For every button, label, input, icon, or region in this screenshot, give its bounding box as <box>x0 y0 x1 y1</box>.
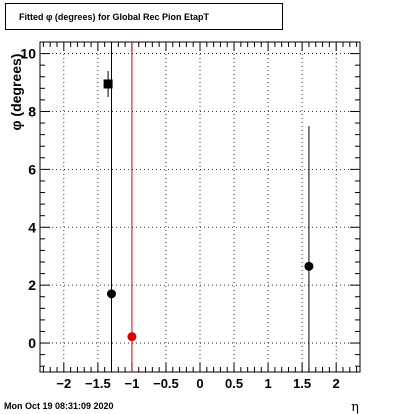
grid <box>40 42 360 372</box>
x-tick-label: 1 <box>264 376 271 391</box>
x-tick-label: 0 <box>196 376 203 391</box>
x-tick-label: −2 <box>56 376 71 391</box>
data-point-circle <box>106 289 116 299</box>
data-points <box>103 42 314 372</box>
axis-ticks <box>40 41 360 372</box>
y-axis-label: φ (degrees) <box>8 54 24 131</box>
x-tick-label: −0.5 <box>153 376 179 391</box>
data-point-circle <box>127 332 137 342</box>
plot-frame <box>39 41 361 373</box>
x-tick-label: −1 <box>125 376 140 391</box>
y-tick-labels: 0 2 4 6 8 10 <box>20 46 36 351</box>
timestamp: Mon Oct 19 08:31:09 2020 <box>4 401 114 411</box>
y-tick-label: 8 <box>28 103 36 119</box>
chart-title: Fitted φ (degrees) for Global Rec Pion E… <box>19 12 209 22</box>
chart-title-box: Fitted φ (degrees) for Global Rec Pion E… <box>5 3 283 30</box>
x-tick-labels: −2 −1.5 −1 −0.5 0 0.5 1 1.5 2 <box>56 376 339 391</box>
x-tick-label: −1.5 <box>85 376 111 391</box>
x-tick-label: 0.5 <box>225 376 243 391</box>
x-tick-label: 1.5 <box>293 376 311 391</box>
y-tick-label: 0 <box>28 335 36 351</box>
data-point-square <box>103 79 113 89</box>
y-tick-label: 6 <box>28 161 36 177</box>
y-tick-label: 4 <box>28 219 36 235</box>
x-axis-label: η <box>351 400 359 414</box>
y-tick-label: 10 <box>20 46 36 62</box>
x-tick-label: 2 <box>333 376 340 391</box>
y-tick-label: 2 <box>28 277 36 293</box>
data-point-circle <box>304 261 314 271</box>
